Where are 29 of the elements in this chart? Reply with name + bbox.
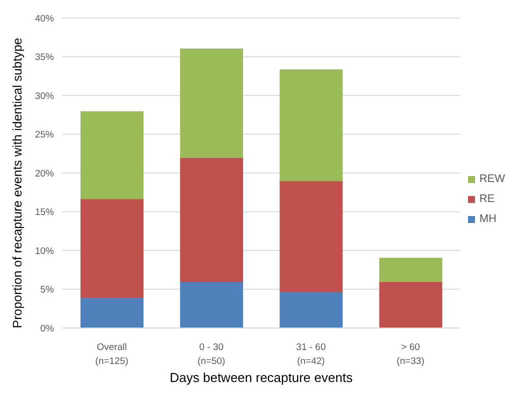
- y-tick-label: 25%: [34, 130, 55, 141]
- bar: [80, 296, 144, 328]
- bar: [379, 281, 442, 328]
- legend-label: MH: [478, 213, 498, 225]
- bar: [80, 111, 144, 200]
- bar: [80, 198, 144, 298]
- x-tick-label: 0 - 30 (n=50): [198, 342, 226, 367]
- bar: [180, 281, 244, 328]
- x-tick-label: Overall (n=125): [95, 342, 128, 367]
- x-tick-label: > 60 (n=33): [396, 342, 424, 367]
- y-tick-label: 40%: [34, 13, 55, 24]
- y-tick-label: 30%: [34, 90, 55, 102]
- legend-label: RE: [478, 193, 496, 205]
- bar: [180, 48, 244, 158]
- y-tick-label: 15%: [34, 207, 55, 218]
- bar: [280, 180, 343, 292]
- bar: [280, 69, 343, 182]
- y-tick-label: 10%: [34, 246, 55, 257]
- x-axis-title: Days between recapture events: [170, 370, 354, 385]
- x-tick-label: 31 - 60 (n=42): [296, 342, 326, 367]
- y-axis-title: Proportion of recapture events with identical subtype: [10, 38, 24, 328]
- bar: [180, 157, 244, 282]
- y-tick-label: 5%: [40, 284, 55, 296]
- bar: [280, 291, 343, 328]
- legend-label: REW: [478, 173, 505, 185]
- y-tick-label: 0%: [40, 323, 55, 334]
- y-tick-label: 35%: [34, 52, 55, 64]
- bar: [379, 258, 442, 282]
- y-tick-label: 20%: [34, 168, 55, 180]
